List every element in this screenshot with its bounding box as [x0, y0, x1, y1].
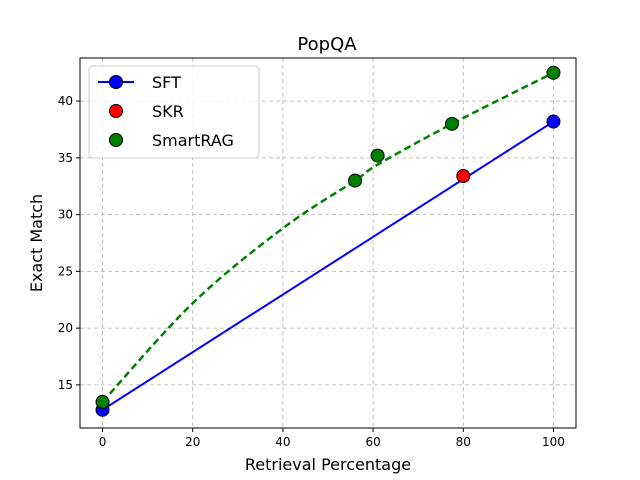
legend-box	[88, 65, 260, 159]
sft-point	[546, 114, 561, 129]
y-tick-label: 30	[58, 208, 73, 222]
legend-label-skr: SKR	[152, 102, 184, 121]
chart-title: PopQA	[297, 34, 357, 55]
x-tick-label: 20	[185, 435, 200, 449]
plot-points	[95, 65, 561, 417]
legend: SFT SKR SmartRAG	[88, 65, 260, 159]
y-tick-label: 40	[58, 94, 73, 108]
x-tick-label: 40	[275, 435, 290, 449]
grid	[80, 58, 576, 428]
y-tick-label: 35	[58, 151, 73, 165]
legend-marker-smartrag	[109, 133, 123, 147]
x-tick-label: 0	[99, 435, 107, 449]
y-tick-label: 15	[58, 378, 73, 392]
x-tick-label: 60	[365, 435, 380, 449]
x-tick-label: 100	[542, 435, 565, 449]
sft-line	[102, 120, 554, 411]
smartrag-point	[95, 394, 110, 409]
plot-frame	[79, 57, 577, 429]
smartrag-point	[370, 148, 385, 163]
y-axis-title: Exact Match	[27, 194, 46, 292]
legend-marker-skr	[109, 104, 123, 118]
smartrag-point	[546, 65, 561, 80]
smartrag-point	[348, 173, 363, 188]
legend-marker-sft	[109, 75, 123, 89]
y-tick-label: 25	[58, 264, 73, 278]
y-axis-ticks: 15 20 25 30 35 40	[58, 94, 80, 392]
x-axis-ticks: 0 20 40 60 80 100	[99, 428, 565, 449]
legend-label-sft: SFT	[152, 73, 181, 92]
x-axis-title: Retrieval Percentage	[245, 455, 411, 474]
smartrag-point	[445, 116, 459, 131]
legend-label-smartrag: SmartRAG	[152, 131, 234, 150]
x-tick-label: 80	[456, 435, 471, 449]
y-tick-label: 20	[58, 321, 73, 335]
skr-point	[456, 169, 471, 184]
